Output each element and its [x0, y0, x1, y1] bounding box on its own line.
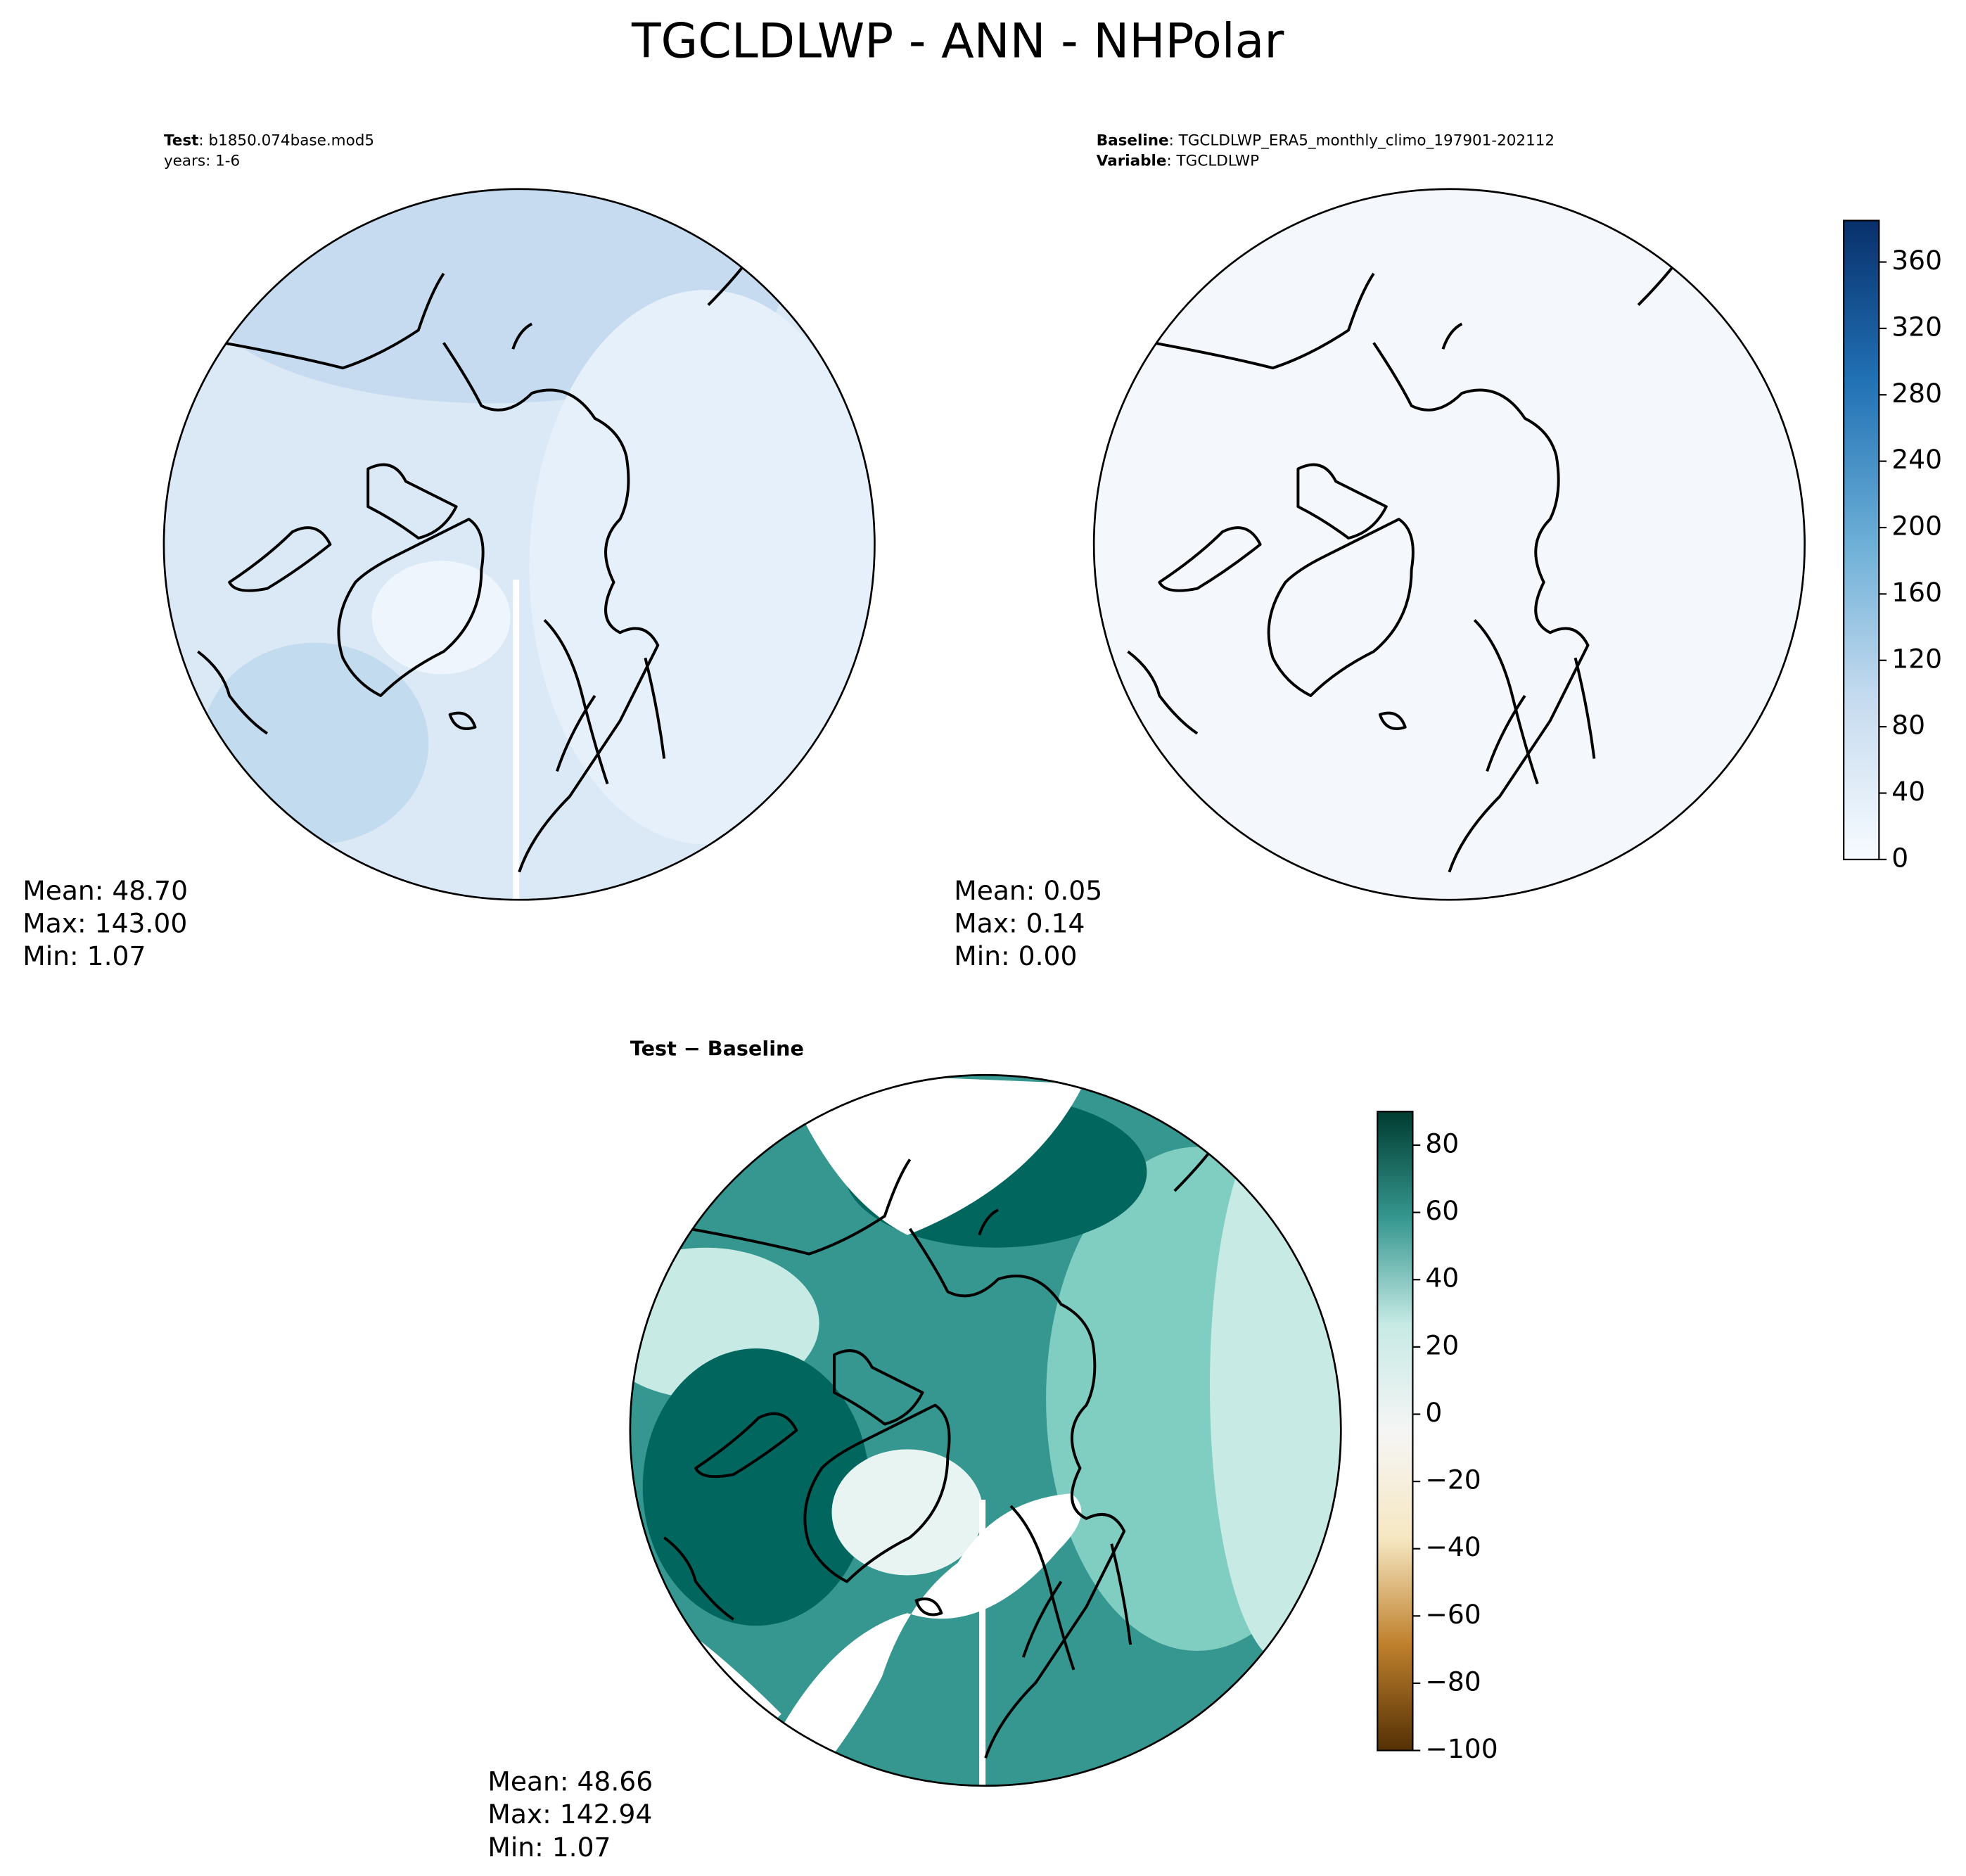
stat-line: Mean: 48.70 — [23, 875, 188, 906]
colorbar-tick-label: 320 — [1891, 311, 1942, 342]
header-value: years: 1-6 — [164, 152, 240, 170]
stat-line: Min: 1.07 — [487, 1832, 611, 1863]
colorbar-tick-label: 80 — [1425, 1128, 1459, 1159]
colorbar-tick-label: −40 — [1425, 1531, 1481, 1562]
map-frame — [629, 1073, 1342, 1787]
header-value: : b1850.074base.mod5 — [198, 132, 374, 150]
stat-line: Max: 0.14 — [954, 908, 1085, 939]
colorbar-tick-label: −20 — [1425, 1465, 1481, 1495]
colorbar — [1843, 219, 1880, 860]
colorbar-tick-label: 120 — [1891, 643, 1942, 674]
colorbar-tick-label: −60 — [1425, 1599, 1481, 1630]
colorbar-tick-label: 360 — [1891, 245, 1942, 276]
stat-line: Max: 143.00 — [23, 908, 187, 939]
difference-map — [630, 1075, 1341, 1786]
figure-title: TGCLDLWP - ANN - NHPolar — [631, 13, 1284, 69]
stat-line: Min: 0.00 — [954, 940, 1077, 971]
stat-line: Min: 1.07 — [23, 940, 146, 971]
panel-header: Variable: TGCLDLWP — [1097, 152, 1259, 170]
colorbar — [1377, 1111, 1414, 1751]
stat-line: Mean: 48.66 — [487, 1766, 653, 1797]
panel-header: years: 1-6 — [164, 152, 240, 170]
header-key: Test − Baseline — [630, 1036, 804, 1060]
colorbar-tick-label: 200 — [1891, 511, 1942, 542]
colorbar-tick-label: −100 — [1425, 1733, 1498, 1764]
map-frame — [1092, 188, 1806, 901]
header-key: Test — [164, 132, 198, 150]
panel-header: Test − Baseline — [630, 1036, 804, 1060]
colorbar-tick-label: 40 — [1425, 1263, 1459, 1294]
panel-header: Test: b1850.074base.mod5 — [164, 132, 374, 150]
colorbar-tick-label: 40 — [1891, 776, 1925, 807]
stat-line: Mean: 0.05 — [954, 875, 1102, 906]
map-frame — [162, 188, 876, 901]
colorbar-tick-label: 280 — [1891, 378, 1942, 409]
baseline-map — [1094, 189, 1805, 900]
header-value: : TGCLDLWP — [1166, 152, 1259, 170]
colorbar-tick-label: 60 — [1425, 1195, 1459, 1226]
test-map — [163, 189, 875, 900]
colorbar-tick-label: 0 — [1425, 1397, 1442, 1428]
colorbar-tick-label: −80 — [1425, 1666, 1481, 1697]
header-value: : TGCLDLWP_ERA5_monthly_climo_197901-202… — [1169, 132, 1555, 150]
colorbar-tick-label: 160 — [1891, 577, 1942, 608]
colorbar-tick-label: 20 — [1425, 1329, 1459, 1360]
colorbar-tick-label: 0 — [1891, 842, 1908, 873]
colorbar-tick-label: 80 — [1891, 710, 1925, 741]
panel-header: Baseline: TGCLDLWP_ERA5_monthly_climo_19… — [1097, 132, 1555, 150]
header-key: Variable — [1097, 152, 1167, 170]
colorbar-tick-label: 240 — [1891, 444, 1942, 475]
header-key: Baseline — [1097, 132, 1169, 150]
stat-line: Max: 142.94 — [487, 1799, 652, 1830]
